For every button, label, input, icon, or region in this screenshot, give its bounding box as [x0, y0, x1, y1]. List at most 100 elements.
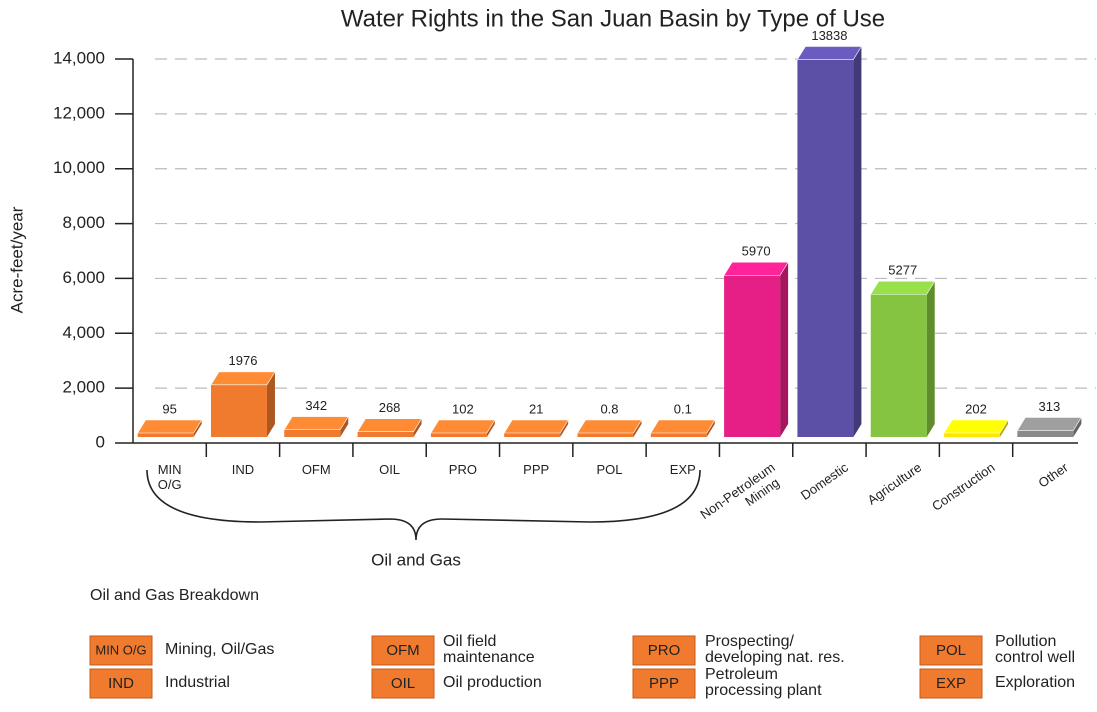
- bar: [503, 419, 569, 437]
- bar-side: [560, 420, 569, 437]
- bar-top: [576, 419, 643, 434]
- bar: [137, 419, 203, 437]
- bar-side: [706, 420, 715, 437]
- group-annotation: Oil and Gas: [371, 550, 461, 569]
- legend-description: Prospecting/: [705, 633, 794, 650]
- legend-description: processing plant: [705, 682, 822, 699]
- value-label: 202: [965, 401, 987, 416]
- legend-code: OIL: [391, 675, 415, 692]
- bar: [210, 371, 276, 437]
- bar: [796, 46, 862, 438]
- x-tick-label: Construction: [929, 460, 997, 514]
- bar-front: [284, 429, 341, 437]
- bar-front: [577, 433, 634, 437]
- bar-side: [266, 371, 275, 437]
- y-tick-label: 10,000: [53, 158, 105, 177]
- x-tick-label-line: Other: [1036, 460, 1072, 491]
- value-label: 0.1: [674, 401, 692, 416]
- bar-top: [650, 419, 716, 434]
- bar-side: [193, 420, 202, 437]
- legend-description: Pollution: [995, 633, 1056, 650]
- x-tick-label-line: PRO: [449, 462, 477, 477]
- bar-side: [413, 418, 422, 437]
- bar: [430, 419, 496, 437]
- x-tick-label: OFM: [302, 462, 331, 477]
- bar-side: [340, 416, 349, 437]
- bar-side: [853, 46, 862, 438]
- x-tick-label-line: O/G: [158, 477, 182, 492]
- legend-description: control well: [995, 649, 1075, 666]
- x-tick-label-line: POL: [596, 462, 622, 477]
- bar: [283, 416, 349, 437]
- y-tick-label: 14,000: [53, 48, 105, 67]
- bar-front: [870, 294, 927, 437]
- legend-description: Petroleum: [705, 666, 778, 683]
- value-label: 95: [162, 401, 176, 416]
- x-tick-label-line: Domestic: [798, 460, 851, 504]
- bar-side: [486, 420, 495, 437]
- bar-top: [723, 261, 789, 276]
- bar-front: [1017, 430, 1074, 437]
- bar-top: [357, 418, 423, 432]
- bar-side: [926, 281, 935, 437]
- bar-front: [650, 433, 707, 437]
- bar: [1016, 417, 1082, 437]
- legend-code: MIN O/G: [95, 642, 146, 657]
- value-label: 342: [305, 398, 327, 413]
- legend-box: [919, 668, 983, 699]
- bar: [723, 261, 789, 437]
- value-label: 13838: [811, 28, 847, 43]
- x-tick-label: Other: [1036, 460, 1072, 491]
- chart-title: Water Rights in the San Juan Basin by Ty…: [341, 5, 885, 32]
- value-label: 313: [1038, 399, 1060, 414]
- x-tick-label-line: OFM: [302, 462, 331, 477]
- legend-title: Oil and Gas Breakdown: [90, 587, 259, 604]
- bar-front: [430, 433, 487, 437]
- y-tick-label: 6,000: [62, 268, 105, 287]
- x-tick-label-line: Construction: [929, 460, 997, 514]
- y-tick-label: 2,000: [62, 378, 105, 397]
- bar-front: [357, 431, 414, 437]
- bar-side: [780, 262, 789, 437]
- x-tick-label: PRO: [449, 462, 477, 477]
- y-tick-label: 0: [96, 432, 105, 451]
- legend-box: [371, 668, 435, 699]
- value-label: 5970: [742, 244, 771, 259]
- bar: [576, 419, 643, 437]
- y-axis-label: Acre-feet/year: [7, 206, 26, 313]
- bar-front: [504, 433, 561, 437]
- x-tick-label-line: MIN: [158, 462, 182, 477]
- bar-top: [210, 371, 276, 386]
- bar-top: [503, 419, 569, 434]
- legend-box: [632, 668, 696, 699]
- value-label: 268: [379, 400, 401, 415]
- value-label: 5277: [888, 263, 917, 278]
- bar-top: [430, 419, 496, 434]
- bar: [870, 280, 936, 437]
- x-tick-label: MIN O/G: [158, 462, 182, 492]
- legend-code: PRO: [648, 642, 681, 659]
- bar-side: [1073, 417, 1082, 437]
- bar-front: [797, 59, 854, 438]
- legend-description: Mining, Oil/Gas: [165, 641, 274, 658]
- legend-description: Oil field: [443, 633, 496, 650]
- bar: [650, 419, 716, 437]
- bar-front: [724, 275, 781, 437]
- x-tick-label: OIL: [379, 462, 400, 477]
- y-tick-label: 12,000: [53, 103, 105, 122]
- x-tick-label-line: PPP: [523, 462, 549, 477]
- y-tick-label: 8,000: [62, 213, 105, 232]
- x-tick-label-line: Agriculture: [865, 460, 925, 508]
- value-label: 1976: [229, 353, 258, 368]
- x-tick-label-line: OIL: [379, 462, 400, 477]
- bar-top: [137, 419, 203, 434]
- x-tick-label: IND: [232, 462, 254, 477]
- legend-box: [371, 635, 435, 666]
- legend-box: [89, 668, 153, 699]
- x-tick-label: Non-PetroleumMining: [698, 460, 787, 535]
- bar-side: [1000, 420, 1009, 437]
- brace: [146, 469, 701, 541]
- value-label: 102: [452, 401, 474, 416]
- bar-side: [633, 420, 642, 437]
